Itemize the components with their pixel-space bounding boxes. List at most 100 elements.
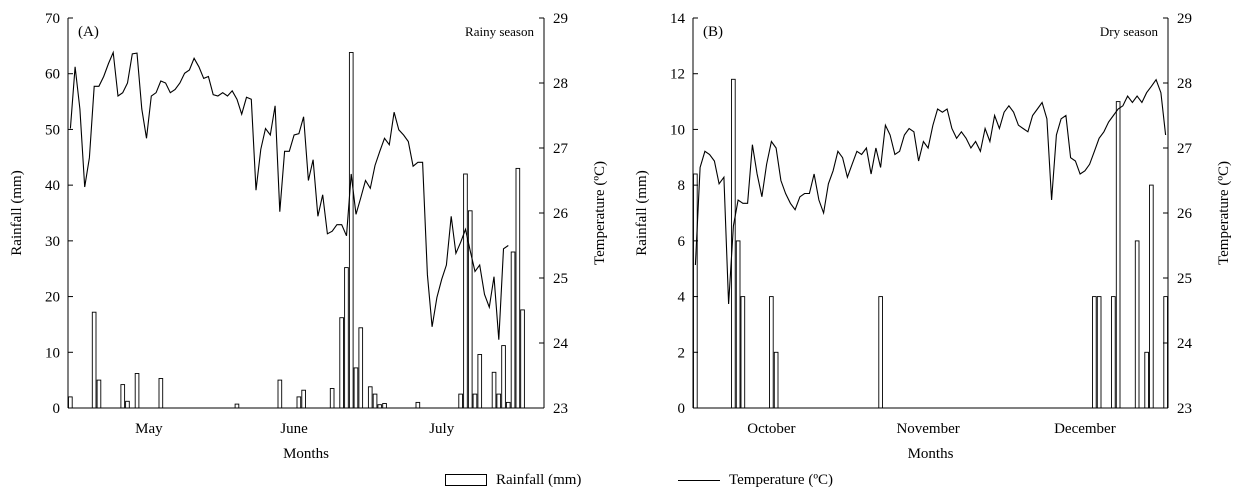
rainfall-bar [1149,184,1154,409]
rainfall-bar [382,403,387,409]
right-y-tick-label: 24 [553,336,569,352]
right-y-tick-label: 26 [1177,206,1193,222]
x-axis-title: Months [283,446,329,462]
left-y-tick-label: 4 [678,290,686,306]
rainfall-bar [358,327,364,409]
legend-item-temperature: Temperature (ºC) [678,470,833,490]
rainfall-bar [1163,296,1168,409]
left-y-tick-label: 6 [678,234,686,250]
left-y-tick-label: 30 [45,234,60,250]
right-axis-title: Temperature (ºC) [592,161,608,265]
legend-rainfall-swatch [445,474,487,486]
rainfall-bar [520,309,525,409]
left-y-tick-label: 70 [45,11,60,27]
rainfall-bar [740,296,746,409]
month-label: July [429,421,455,437]
rainfall-bar [339,317,344,409]
left-y-tick-label: 60 [45,67,60,83]
rainfall-bar [91,311,97,409]
x-axis-title: Months [908,446,954,462]
rainfall-bar [491,371,497,409]
legend: Rainfall (mm) Temperature (ºC) [445,470,865,490]
left-y-tick-label: 2 [678,345,686,361]
rainfall-bar [472,393,478,409]
rainfall-bar [1115,101,1121,409]
rainfall-bar [1096,296,1102,409]
right-y-tick-label: 29 [1177,11,1192,27]
rainfall-bar [505,401,511,409]
right-y-tick-label: 26 [553,206,569,222]
rainfall-bar [234,403,240,409]
right-y-tick-label: 27 [1177,141,1193,157]
rainfall-bar [301,389,306,409]
temperature-line [69,50,509,340]
left-axis-title: Rainfall (mm) [9,170,25,255]
rainfall-bar [277,379,283,409]
rainfall-bar [467,210,473,409]
left-y-tick-label: 40 [45,178,60,194]
legend-item-rainfall: Rainfall (mm) [445,470,581,490]
legend-temperature-label: Temperature (ºC) [729,471,833,488]
right-y-tick-label: 23 [1177,401,1192,417]
rainfall-bar [125,400,130,409]
left-y-tick-label: 50 [45,122,60,138]
right-y-tick-label: 27 [553,141,569,157]
month-label: May [135,421,163,437]
right-y-tick-label: 28 [1177,76,1192,92]
rainfall-bar [372,393,378,409]
season-label: Rainy season [465,24,534,39]
rainfall-bar [415,401,421,409]
left-y-tick-label: 10 [670,122,685,138]
panel-a: 0 10 20 30 40 50 60 70 23 24 25 26 27 28 29 May June July… [9,11,608,462]
left-y-tick-label: 20 [45,290,60,306]
rainfall-bar [496,393,502,409]
rainfall-bar [353,367,359,409]
left-y-tick-label: 12 [670,67,685,83]
rainfall-bar [515,167,521,409]
rainfall-bar [329,388,335,409]
rainfall-bar [344,267,349,409]
month-label: November [896,421,959,437]
right-y-tick-label: 28 [553,76,568,92]
rainfall-bar [1092,296,1097,409]
right-y-tick-label: 24 [1177,336,1193,352]
right-y-tick-label: 23 [553,401,568,417]
right-y-tick-label: 25 [553,271,568,287]
rainfall-bar [1134,240,1140,409]
rainfall-bar [773,351,779,409]
right-axis-title: Temperature (ºC) [1216,161,1232,265]
rainfall-bar [458,393,463,409]
rainfall-bar [120,384,126,409]
rainfall-bar [68,396,73,409]
legend-temperature-swatch [678,479,720,481]
rainfall-bar [735,240,741,409]
rainfall-bar [296,396,302,409]
rainfall-bar [134,373,140,409]
rainfall-bar [769,296,774,409]
rainfall-bar [367,386,373,409]
season-label: Dry season [1100,24,1159,39]
temperature-line [694,78,1167,305]
legend-rainfall-label: Rainfall (mm) [496,471,582,488]
right-y-tick-label: 25 [1177,271,1192,287]
rainfall-bar [510,251,516,409]
rainfall-bar [1144,351,1149,409]
rainfall-bar [501,345,506,409]
rainfall-bar [348,52,354,409]
left-y-tick-label: 10 [45,345,60,361]
rainfall-bar [477,354,483,409]
rainfall-bar [96,379,102,409]
panel-label: (B) [703,24,723,40]
rainfall-bar [693,173,698,409]
rainfall-bar [158,378,164,409]
rainfall-bar [463,173,468,409]
month-label: December [1054,421,1116,437]
panel-label: (A) [78,24,99,40]
left-axis-title: Rainfall (mm) [634,170,650,255]
left-y-tick-label: 14 [670,11,686,27]
rainfall-bar [878,296,883,409]
rainfall-bar [1111,296,1116,409]
left-y-tick-label: 8 [678,178,686,194]
